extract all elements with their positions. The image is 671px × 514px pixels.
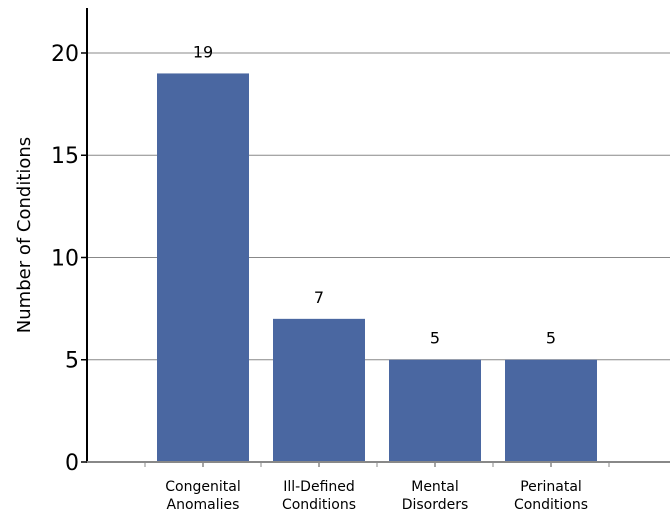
y-axis-title: Number of Conditions <box>14 137 35 333</box>
data-label: 5 <box>546 329 556 348</box>
x-tick-label: Congenital Anomalies <box>165 479 240 513</box>
bar <box>273 318 365 462</box>
bar <box>157 73 249 463</box>
y-tick-label: 0 <box>65 451 79 476</box>
x-tick-label: Mental Disorders <box>402 479 469 513</box>
data-label: 19 <box>193 42 213 61</box>
y-tick-labels: 0 5 10 15 20 <box>51 42 87 476</box>
x-tick-label: Perinatal Conditions <box>514 479 588 513</box>
bar <box>389 359 481 462</box>
x-tick-labels: Congenital Anomalies Ill-Defined Conditions… <box>144 462 610 513</box>
bars <box>157 73 597 463</box>
bar <box>505 359 597 462</box>
y-tick-label: 5 <box>65 349 79 374</box>
axes <box>86 8 670 463</box>
data-label: 5 <box>430 329 440 348</box>
y-tick-label: 20 <box>51 42 79 67</box>
x-tick-label: Ill-Defined Conditions <box>282 479 356 513</box>
data-labels: 19 7 5 5 <box>193 42 556 347</box>
y-tick-label: 15 <box>51 144 79 169</box>
y-tick-label: 10 <box>51 246 79 271</box>
data-label: 7 <box>314 288 324 307</box>
